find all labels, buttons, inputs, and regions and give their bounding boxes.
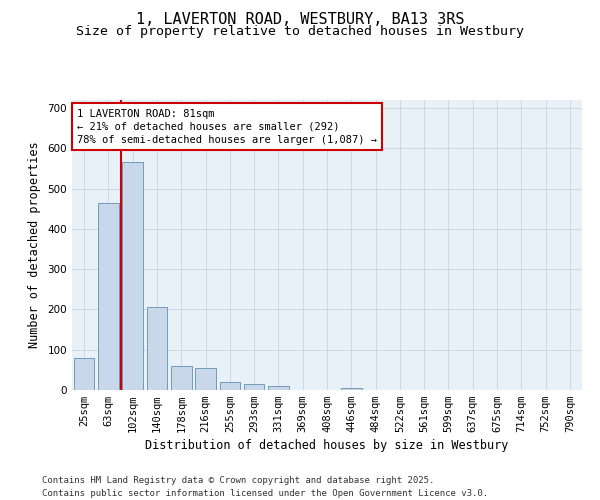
Bar <box>220 382 240 390</box>
Text: 1, LAVERTON ROAD, WESTBURY, BA13 3RS: 1, LAVERTON ROAD, WESTBURY, BA13 3RS <box>136 12 464 28</box>
Bar <box>171 366 191 390</box>
Bar <box>122 162 143 390</box>
Text: Contains HM Land Registry data © Crown copyright and database right 2025.
Contai: Contains HM Land Registry data © Crown c… <box>42 476 488 498</box>
Bar <box>268 386 289 390</box>
Bar <box>341 388 362 390</box>
X-axis label: Distribution of detached houses by size in Westbury: Distribution of detached houses by size … <box>145 440 509 452</box>
Bar <box>74 358 94 390</box>
Bar <box>195 368 216 390</box>
Y-axis label: Number of detached properties: Number of detached properties <box>28 142 41 348</box>
Bar <box>146 306 167 390</box>
Text: Size of property relative to detached houses in Westbury: Size of property relative to detached ho… <box>76 25 524 38</box>
Bar <box>244 384 265 390</box>
Bar <box>98 202 119 390</box>
Text: 1 LAVERTON ROAD: 81sqm
← 21% of detached houses are smaller (292)
78% of semi-de: 1 LAVERTON ROAD: 81sqm ← 21% of detached… <box>77 108 377 145</box>
